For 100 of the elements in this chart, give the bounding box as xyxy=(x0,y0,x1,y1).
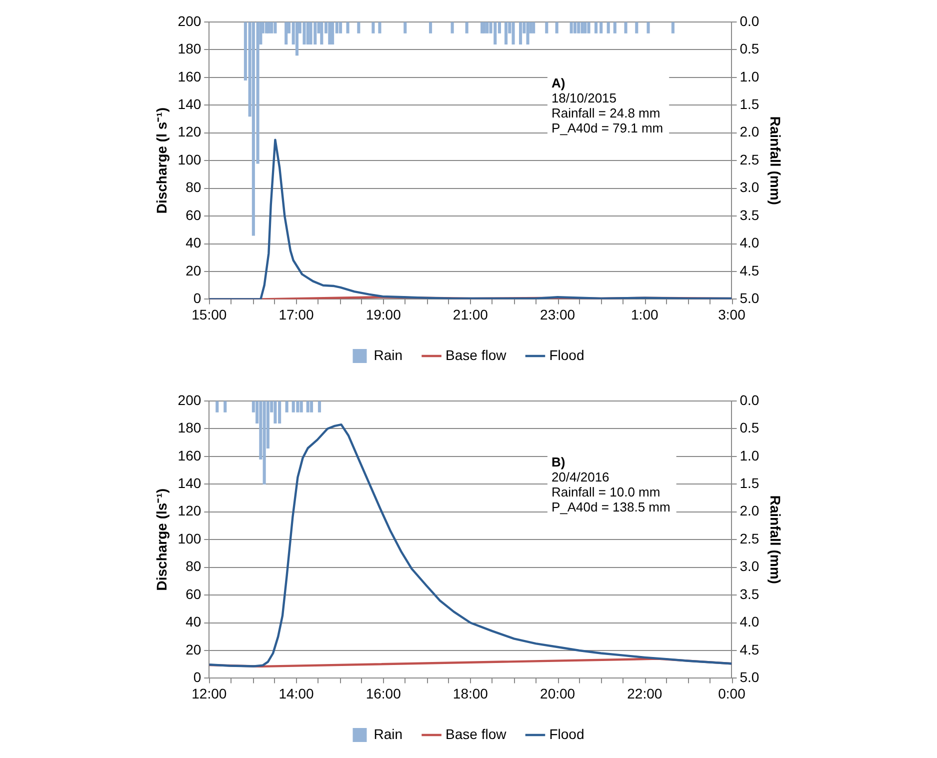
y2-tick-label: 0.5 xyxy=(740,420,760,436)
bar xyxy=(600,22,603,34)
y2-tick-label: 1.0 xyxy=(740,447,760,464)
legend-label: Rain xyxy=(374,726,403,742)
annotation: P_A40d = 138.5 mm xyxy=(551,500,670,515)
bar xyxy=(270,22,274,34)
y-tick-label: 160 xyxy=(178,68,202,84)
bar xyxy=(296,401,300,412)
y2-tick-label: 0.0 xyxy=(740,12,760,29)
x-tick-label: 19:00 xyxy=(366,306,402,322)
y-tick-label: 120 xyxy=(178,124,202,140)
y-tick-label: 20 xyxy=(186,641,202,658)
y2-tick-label: 5.0 xyxy=(740,669,760,686)
annotation: P_A40d = 79.1 mm xyxy=(551,120,664,136)
bar xyxy=(302,22,306,45)
y2-axis-title: Rainfall (mm) xyxy=(768,495,784,584)
bar xyxy=(339,22,342,34)
x-tick-label: 3:00 xyxy=(718,306,746,322)
y-tick-label: 100 xyxy=(178,151,202,168)
bar xyxy=(216,401,219,412)
y-tick-label: 200 xyxy=(178,392,202,408)
annotation: Rainfall = 24.8 mm xyxy=(551,106,660,121)
y2-tick-label: 3.0 xyxy=(740,558,760,574)
legend-label: Flood xyxy=(549,726,584,742)
bar xyxy=(512,22,515,45)
y2-tick-label: 1.5 xyxy=(740,96,760,112)
x-tick-label: 12:00 xyxy=(192,685,227,702)
y-tick-label: 40 xyxy=(186,614,202,630)
y2-tick-label: 3.5 xyxy=(740,586,760,602)
y2-tick-label: 4.5 xyxy=(740,641,760,658)
bar xyxy=(570,22,573,34)
bar xyxy=(378,22,382,34)
x-tick-label: 20:00 xyxy=(540,685,576,702)
y2-tick-label: 4.5 xyxy=(740,262,760,278)
bar xyxy=(555,22,558,34)
bar xyxy=(224,401,227,412)
y-tick-label: 200 xyxy=(178,12,202,29)
bar xyxy=(357,22,360,34)
bar xyxy=(309,22,312,45)
annotation: A) xyxy=(551,76,566,91)
bar xyxy=(274,22,277,34)
y2-axis-title: Rainfall (mm) xyxy=(768,116,784,205)
y-tick-label: 60 xyxy=(186,206,202,223)
bar xyxy=(274,401,277,424)
bar xyxy=(262,401,266,484)
y-tick-label: 140 xyxy=(178,96,202,112)
annotation: 20/4/2016 xyxy=(551,470,610,485)
y-tick-label: 160 xyxy=(178,447,202,464)
bar xyxy=(594,22,598,34)
x-tick-label: 15:00 xyxy=(192,306,227,322)
y2-tick-label: 1.0 xyxy=(740,68,760,84)
y-axis-title: Discharge (l s⁻¹) xyxy=(153,108,170,214)
x-tick-label: 17:00 xyxy=(278,306,314,322)
y-tick-label: 140 xyxy=(178,475,202,492)
y2-tick-label: 0.0 xyxy=(740,392,760,408)
x-tick-label: 1:00 xyxy=(631,306,658,322)
y-axis-title: Discharge (ls⁻¹) xyxy=(153,488,170,591)
bar xyxy=(328,22,332,45)
legend-label: Base flow xyxy=(446,346,508,363)
bar xyxy=(613,22,616,34)
bar xyxy=(372,22,375,34)
legend-label: Rain xyxy=(374,346,403,363)
annotation: B) xyxy=(551,454,566,470)
bar xyxy=(306,401,310,412)
y2-tick-label: 2.0 xyxy=(740,124,760,140)
x-tick-label: 18:00 xyxy=(452,685,488,702)
y-tick-label: 40 xyxy=(186,234,202,251)
bar xyxy=(486,22,489,34)
bar xyxy=(526,22,530,45)
bar xyxy=(606,22,610,34)
y2-tick-label: 3.5 xyxy=(740,206,760,223)
bar xyxy=(646,22,650,34)
bar xyxy=(577,22,580,34)
bar xyxy=(635,22,638,34)
x-tick-label: 0:00 xyxy=(718,685,746,702)
y-tick-label: 80 xyxy=(186,558,202,574)
bar xyxy=(284,22,288,45)
y-tick-label: 180 xyxy=(178,40,202,57)
y2-tick-label: 2.5 xyxy=(740,151,760,168)
bar xyxy=(545,22,548,34)
bar xyxy=(320,22,324,45)
x-tick-label: 21:00 xyxy=(452,306,488,322)
bar xyxy=(331,22,334,45)
bar xyxy=(300,401,303,412)
bar xyxy=(295,22,299,56)
y2-tick-label: 1.5 xyxy=(740,475,760,492)
y-tick-label: 80 xyxy=(186,179,202,196)
y2-tick-label: 3.0 xyxy=(740,179,760,196)
bar xyxy=(318,401,322,412)
y-tick-label: 20 xyxy=(186,262,202,278)
bar xyxy=(450,22,454,34)
y2-tick-label: 0.5 xyxy=(740,40,760,57)
bar xyxy=(671,22,674,34)
annotation: 18/10/2015 xyxy=(551,90,617,106)
y-tick-label: 0 xyxy=(193,669,202,686)
y2-tick-label: 2.0 xyxy=(740,502,760,519)
bar xyxy=(573,22,576,34)
y2-tick-label: 4.0 xyxy=(740,234,760,251)
bar xyxy=(580,22,584,34)
x-tick-label: 14:00 xyxy=(278,685,314,702)
